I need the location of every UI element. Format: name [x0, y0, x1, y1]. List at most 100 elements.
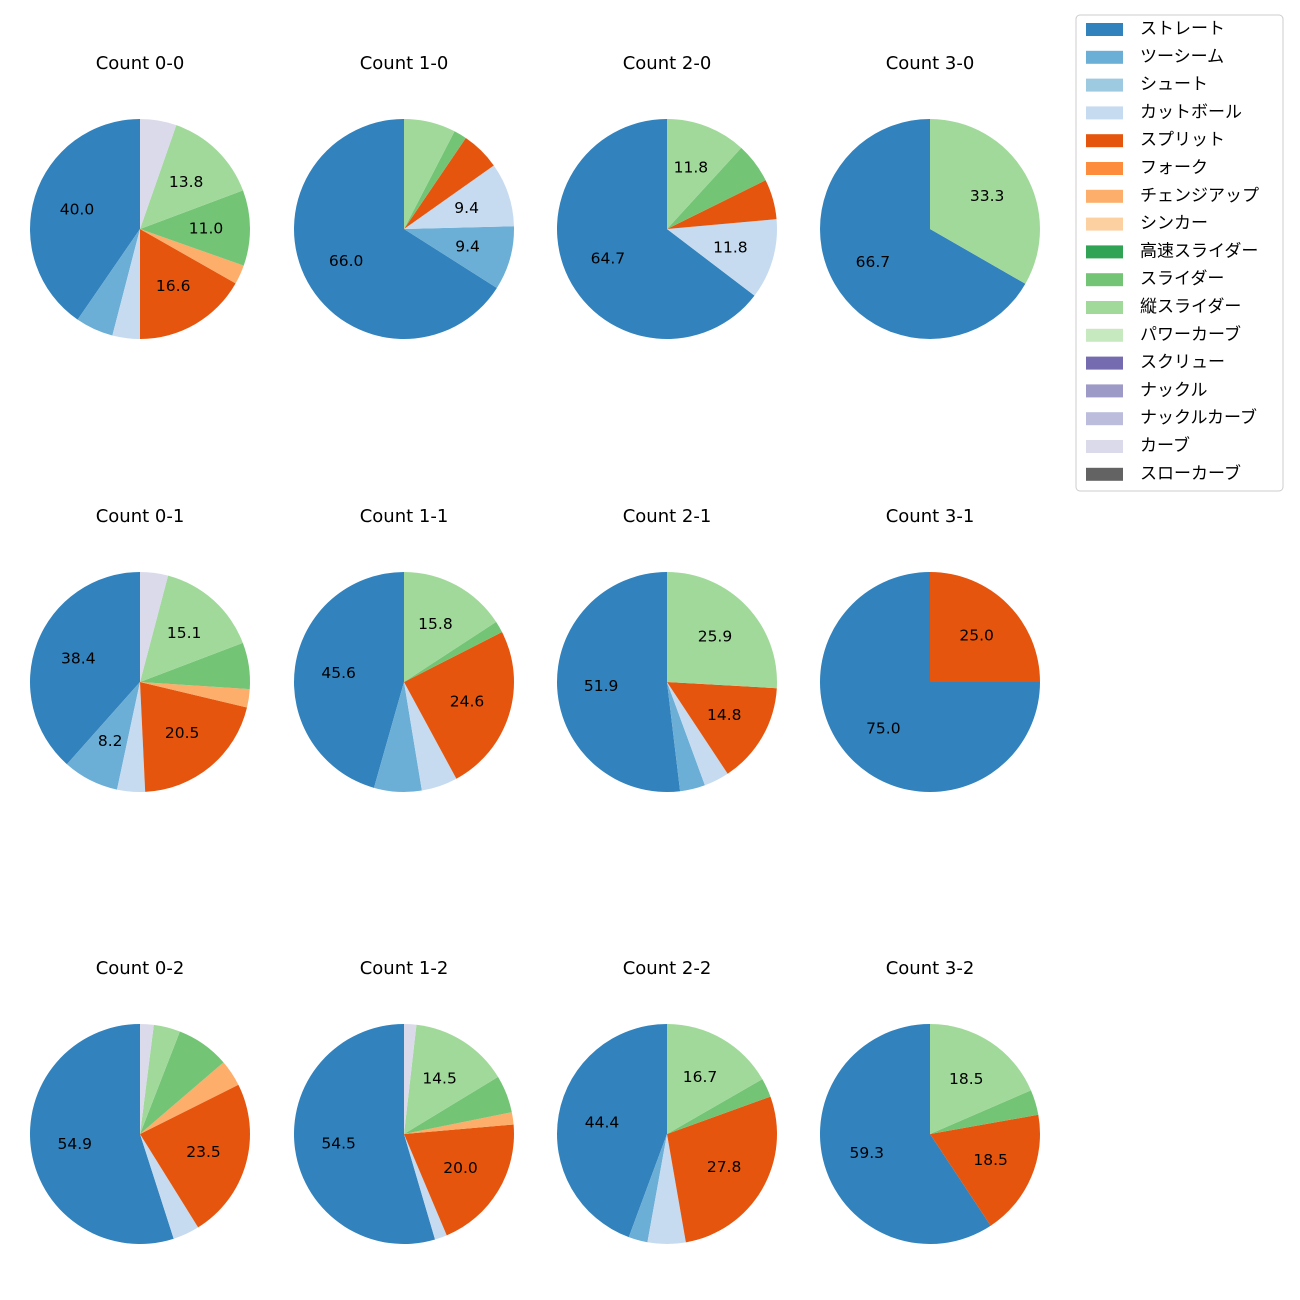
legend-label: ナックル	[1140, 380, 1208, 400]
legend-item: パワーカーブ	[1086, 324, 1241, 345]
pie-slice	[140, 682, 247, 792]
legend-swatch	[1086, 328, 1123, 342]
pie-count-2-1: Count 2-1 51.9 14.8 25.9	[557, 506, 777, 792]
pie-slice	[820, 1024, 991, 1244]
legend-item: 縦スライダー	[1086, 297, 1241, 317]
pie-slice	[140, 190, 250, 266]
slice-label: 59.3	[850, 1144, 885, 1162]
slice-label: 27.8	[707, 1158, 742, 1176]
legend-swatch	[1086, 189, 1123, 203]
pie-slice	[140, 1024, 180, 1134]
pie-slice	[140, 682, 250, 708]
pie-slice	[404, 572, 497, 682]
slice-label: 25.0	[959, 626, 994, 644]
pie-slice	[404, 138, 494, 229]
pie-slice	[140, 572, 169, 682]
slice-label: 64.7	[591, 249, 626, 267]
pie-slice	[667, 572, 777, 689]
slice-label: 18.5	[973, 1151, 1008, 1169]
pie-count-0-2: Count 0-2 54.9 23.5	[29, 958, 250, 1244]
pie-slice	[930, 572, 1040, 682]
pie-count-3-1: Count 3-1 75.0 25.0	[820, 506, 1040, 792]
pie-count-3-2: Count 3-2 59.3 18.5 18.5	[820, 958, 1041, 1244]
legend-item: チェンジアップ	[1086, 186, 1259, 206]
legend-label: 縦スライダー	[1140, 297, 1241, 317]
legend-label: スプリット	[1140, 130, 1225, 150]
pie-slice	[140, 1134, 199, 1239]
legend-label: ツーシーム	[1140, 47, 1224, 67]
pie-slice	[404, 1076, 512, 1134]
legend-swatch	[1086, 217, 1123, 231]
slice-label: 45.6	[321, 664, 356, 682]
legend-item: ツーシーム	[1086, 47, 1224, 67]
pie-slice	[140, 642, 250, 690]
legend-label: カットボール	[1140, 102, 1242, 122]
pie-title: Count 3-1	[886, 506, 975, 527]
pie-title: Count 3-2	[886, 958, 975, 979]
pie-slice	[667, 1096, 777, 1243]
pie-slice	[140, 1031, 224, 1134]
pie-title: Count 2-1	[623, 506, 712, 527]
legend-swatch	[1086, 467, 1123, 481]
slice-label: 51.9	[584, 677, 619, 695]
pie-slice	[647, 1134, 686, 1244]
slice-label: 66.0	[329, 252, 364, 270]
legend-item: 高速スライダー	[1086, 241, 1258, 261]
pie-slice	[293, 1024, 436, 1244]
pie-count-1-0: Count 1-0 66.0 9.4 9.4	[293, 53, 514, 340]
pie-title: Count 1-0	[360, 53, 449, 74]
pie-slice	[667, 1079, 771, 1134]
slice-label: 13.8	[169, 173, 204, 191]
pie-slice	[112, 229, 140, 339]
slice-label: 11.0	[189, 219, 224, 237]
pie-slice	[667, 180, 777, 229]
slice-label: 44.4	[585, 1113, 620, 1131]
legend-swatch	[1086, 50, 1123, 64]
legend-label: シンカー	[1140, 214, 1208, 234]
slice-label: 40.0	[60, 200, 95, 218]
legend-swatch	[1086, 384, 1123, 398]
slice-label: 20.5	[165, 724, 200, 742]
slice-label: 66.7	[856, 253, 891, 271]
pie-slice	[667, 219, 777, 296]
pie-slice	[404, 1112, 514, 1134]
legend-label: ストレート	[1140, 19, 1225, 39]
pie-count-2-0: Count 2-0 64.7 11.8 11.8	[556, 53, 777, 340]
legend-item: スクリュー	[1086, 353, 1225, 373]
slice-label: 14.8	[707, 706, 742, 724]
legend-label: スライダー	[1140, 269, 1224, 289]
legend-swatch	[1086, 78, 1123, 92]
pie-slice	[667, 1023, 763, 1134]
slice-label: 15.8	[418, 615, 453, 633]
slice-label: 54.5	[321, 1134, 356, 1152]
pie-slice	[557, 572, 681, 792]
slice-label: 38.4	[61, 650, 96, 668]
pie-slice	[404, 119, 455, 229]
pie-count-3-0: Count 3-0 66.7 33.3	[819, 53, 1040, 339]
pie-title: Count 1-2	[360, 958, 449, 979]
pie-slice	[140, 1024, 154, 1134]
pie-slice	[140, 119, 177, 229]
pie-slice	[930, 1090, 1039, 1134]
legend-item: ナックル	[1086, 380, 1208, 400]
pie-slice	[293, 119, 497, 340]
slice-label: 23.5	[186, 1143, 221, 1161]
pie-slice	[667, 682, 777, 774]
slice-label: 75.0	[866, 720, 901, 738]
pie-slice	[140, 1062, 239, 1134]
legend-item: ナックルカーブ	[1086, 407, 1257, 428]
legend-swatch	[1086, 162, 1123, 175]
slice-label: 9.4	[454, 199, 479, 217]
legend-label: シュート	[1140, 75, 1208, 95]
slice-label: 14.5	[422, 1069, 457, 1087]
pie-title: Count 2-0	[623, 53, 712, 74]
legend-item: カットボール	[1086, 102, 1242, 122]
legend-swatch	[1086, 134, 1123, 148]
pie-slice	[556, 119, 755, 340]
slice-label: 11.8	[674, 158, 709, 176]
pie-slice	[404, 682, 457, 791]
slice-label: 11.8	[713, 238, 748, 256]
pie-grid: Count 0-0 40.0 16.6 11.0 13.8 Count 1-0 66.0 9.…	[29, 53, 1041, 1244]
pie-slice	[29, 572, 140, 765]
